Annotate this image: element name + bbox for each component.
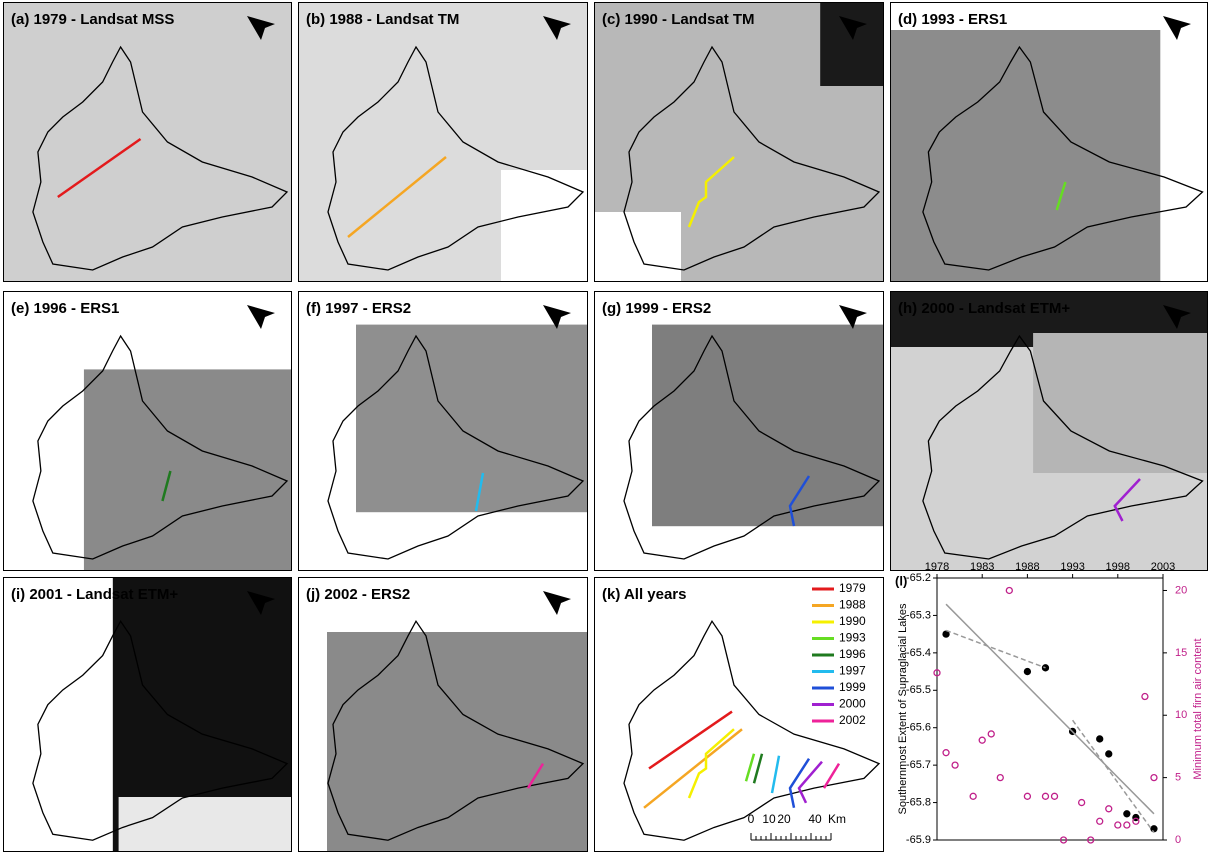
legend-label: 1993 (839, 631, 866, 645)
panel-label: (d) 1993 - ERS1 (898, 11, 1007, 28)
image-region (1033, 333, 1208, 473)
panel-label: (a) 1979 - Landsat MSS (11, 11, 174, 28)
x-tick-label: 2003 (1151, 561, 1175, 573)
panel-label: (i) 2001 - Landsat ETM+ (11, 586, 178, 603)
y2-axis-label: Minimum total firn air content (1192, 638, 1204, 779)
map-panel: (g) 1999 - ERS2 (594, 291, 884, 571)
map-image (298, 577, 588, 852)
chart-bg (890, 577, 1208, 852)
map-image (594, 2, 884, 282)
map-panel: (d) 1993 - ERS1 (890, 2, 1208, 282)
x-tick-label: 1988 (1015, 561, 1039, 573)
panel-label: (f) 1997 - ERS2 (306, 300, 411, 317)
image-region (356, 325, 588, 513)
y-axis-label: Southernmost Extent of Supraglacial Lake… (897, 603, 909, 814)
panel-label: (c) 1990 - Landsat TM (602, 11, 755, 28)
scale-label: 10 (762, 812, 776, 826)
image-region (652, 325, 884, 527)
map-image (298, 291, 588, 571)
y2-tick-label: 20 (1175, 584, 1187, 596)
legend-label: 2002 (839, 713, 866, 727)
lake-point (943, 631, 949, 637)
map-image (890, 2, 1208, 282)
map-image (3, 577, 292, 852)
x-tick-label: 1983 (970, 561, 994, 573)
map-panel: (h) 2000 - Landsat ETM+ (890, 291, 1208, 571)
legend-label: 2000 (839, 697, 866, 711)
map-panel: (f) 1997 - ERS2 (298, 291, 588, 571)
figure: (a) 1979 - Landsat MSS (b) 1988 - Landsat… (0, 0, 1210, 854)
image-region (820, 2, 884, 86)
legend-label: 1979 (839, 581, 866, 595)
panel-label: (e) 1996 - ERS1 (11, 300, 119, 317)
legend-label: 1988 (839, 598, 866, 612)
lake-point (1024, 669, 1030, 675)
map-panel: (b) 1988 - Landsat TM (298, 2, 588, 282)
image-region (890, 30, 1160, 282)
map-panel: (a) 1979 - Landsat MSS (3, 2, 292, 282)
y-tick-label: -65.9 (906, 834, 931, 846)
lake-point (1124, 811, 1130, 817)
y2-tick-label: 5 (1175, 772, 1181, 784)
panel-label: (j) 2002 - ERS2 (306, 586, 410, 603)
panel-label: (g) 1999 - ERS2 (602, 300, 711, 317)
panel-label: (b) 1988 - Landsat TM (306, 11, 459, 28)
x-tick-label: 1993 (1060, 561, 1084, 573)
panel-label: (h) 2000 - Landsat ETM+ (898, 300, 1070, 317)
map-panel: (k) All years 1979 1988 1990 1993 1996 1997 199… (594, 577, 884, 852)
map-panel: (c) 1990 - Landsat TM (594, 2, 884, 282)
scale-label: 0 (748, 812, 755, 826)
y-tick-label: -65.7 (906, 759, 931, 771)
map-image (594, 291, 884, 571)
y-tick-label: -65.6 (906, 722, 931, 734)
legend-label: 1996 (839, 647, 866, 661)
map-image (298, 2, 588, 282)
y-tick-label: -65.4 (906, 647, 931, 659)
scale-label: 40 (808, 812, 822, 826)
image-region (501, 170, 588, 282)
map-panel: (e) 1996 - ERS1 (3, 291, 292, 571)
y-tick-label: -65.5 (906, 684, 931, 696)
map-image (890, 291, 1208, 571)
legend-label: 1999 (839, 680, 866, 694)
y2-tick-label: 0 (1175, 834, 1181, 846)
map-panel: (j) 2002 - ERS2 (298, 577, 588, 852)
image-region (327, 632, 588, 852)
image-region (3, 2, 292, 282)
lake-point (1097, 736, 1103, 742)
panel-label: (k) All years (602, 586, 687, 603)
legend-label: 1990 (839, 614, 866, 628)
y2-tick-label: 15 (1175, 647, 1187, 659)
map-image (3, 2, 292, 282)
y2-tick-label: 10 (1175, 709, 1187, 721)
lake-point (1106, 751, 1112, 757)
y-tick-label: -65.3 (906, 609, 931, 621)
map-image (3, 291, 292, 571)
x-tick-label: 1998 (1106, 561, 1130, 573)
map-panel: (i) 2001 - Landsat ETM+ (3, 577, 292, 852)
scale-label: 20 (777, 812, 791, 826)
legend-label: 1997 (839, 664, 866, 678)
scale-label: Km (828, 812, 846, 826)
image-region (119, 797, 292, 852)
y-tick-label: -65.8 (906, 796, 931, 808)
y-tick-label: -65.2 (906, 572, 931, 584)
image-region (594, 212, 681, 282)
